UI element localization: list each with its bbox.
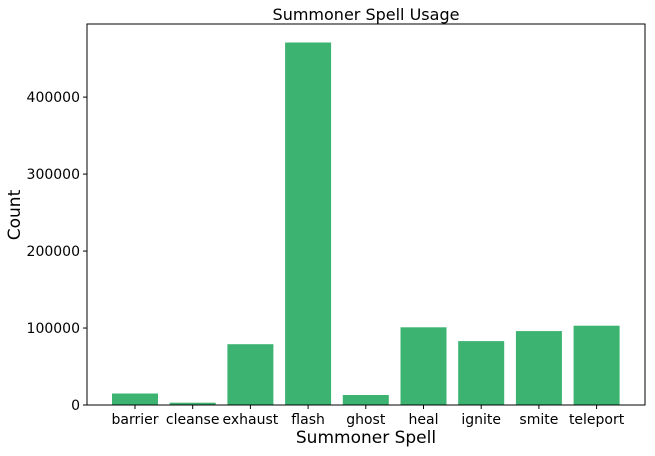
x-axis-ticks: barrier cleanse exhaust flash ghost heal ignit… [112,405,625,428]
y-tick-label: 400000 [27,90,80,106]
plot-frame [86,23,646,406]
x-tick-label-barrier: barrier [112,412,159,428]
bars [112,42,620,405]
bar-flash [285,42,332,405]
x-tick-label-ignite: ignite [461,412,501,428]
chart-title: Summoner Spell Usage [273,5,460,24]
x-tick-label-heal: heal [409,412,439,428]
bar-cleanse [169,402,216,405]
y-tick-label: 200000 [27,244,80,260]
x-tick-label-exhaust: exhaust [223,412,279,428]
x-tick-label-cleanse: cleanse [166,412,220,428]
y-axis-label: Count [5,189,25,240]
x-axis-label: Summoner Spell [296,428,436,448]
y-axis-ticks: 0 100000 200000 300000 400000 [27,90,87,414]
y-tick-label: 100000 [27,321,80,337]
x-tick-label-ghost: ghost [346,412,386,428]
x-tick-label-smite: smite [519,412,558,428]
bar-barrier [112,393,158,405]
bar-ghost [342,395,389,405]
y-tick-label: 0 [71,398,80,414]
bar-ignite [458,341,505,405]
x-tick-label-teleport: teleport [569,412,625,428]
bar-teleport [573,325,620,405]
bar-smite [515,331,562,405]
y-tick-label: 300000 [27,167,80,183]
x-tick-label-flash: flash [291,412,325,428]
bar-heal [400,327,447,405]
bar-exhaust [227,344,274,405]
